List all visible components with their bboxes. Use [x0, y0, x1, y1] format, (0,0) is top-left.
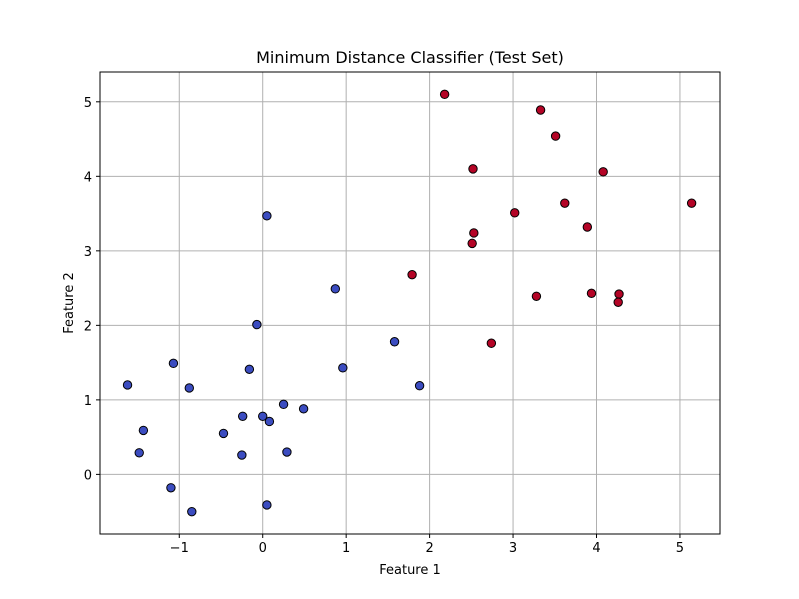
scatter-point-class-0: [282, 447, 292, 457]
y-tick-label: 4: [84, 170, 92, 185]
x-tick-label: 0: [259, 541, 267, 556]
y-tick-label: 0: [84, 468, 92, 483]
scatter-point-class-0: [138, 425, 149, 436]
scatter-point-class-0: [134, 448, 144, 458]
x-tick-label: 4: [592, 541, 600, 556]
scatter-point-class-1: [467, 238, 477, 249]
scatter-point-class-0: [187, 506, 197, 517]
scatter-point-class-0: [252, 319, 262, 330]
scatter-point-class-1: [613, 297, 623, 307]
scatter-point-class-1: [582, 222, 593, 232]
scatter-point-class-0: [166, 483, 176, 493]
scatter-point-class-0: [122, 380, 133, 390]
x-tick-label: 2: [425, 541, 433, 556]
x-tick-label: 1: [342, 541, 350, 556]
scatter-point-class-0: [184, 383, 194, 393]
y-axis-label: Feature 2: [62, 272, 77, 334]
scatter-point-class-1: [535, 105, 546, 115]
scatter-point-class-0: [264, 416, 275, 427]
scatter-point-class-0: [298, 404, 309, 414]
plot-frame: [99, 71, 721, 535]
scatter-point-class-1: [510, 208, 520, 218]
scatter-point-class-0: [262, 500, 272, 510]
scatter-point-class-1: [468, 164, 478, 174]
scatter-point-class-1: [560, 198, 570, 208]
scatter-point-class-1: [469, 228, 479, 238]
y-tick-label: 1: [84, 394, 92, 409]
axis-ticks: −1 0 1 2 3 4 5 0 1 2 3 4 5: [84, 96, 684, 556]
scatter-point-class-1: [439, 89, 450, 100]
scatter-point-class-0: [330, 284, 341, 294]
scatter-point-class-0: [414, 381, 425, 391]
scatter-point-class-0: [237, 411, 248, 421]
scatter-point-class-1: [686, 198, 697, 208]
scatter-point-class-1: [614, 289, 624, 299]
scatter-point-class-0: [338, 363, 348, 373]
x-axis-label: Feature 1: [379, 563, 441, 578]
chart-title: Minimum Distance Classifier (Test Set): [256, 48, 564, 67]
scatter-point-class-0: [389, 337, 400, 347]
scatter-point-class-1: [486, 338, 497, 348]
scatter-point-class-0: [237, 450, 247, 460]
y-tick-label: 2: [84, 319, 92, 334]
scatter-point-class-0: [218, 428, 229, 439]
scatter-point-class-0: [168, 358, 179, 369]
x-tick-label: −1: [170, 541, 189, 556]
scatter-point-class-0: [258, 411, 268, 421]
x-tick-label: 3: [509, 541, 517, 556]
scatter-point-class-0: [244, 364, 255, 375]
y-tick-label: 3: [84, 245, 92, 260]
grid: [100, 72, 720, 534]
scatter-point-class-0: [278, 399, 289, 410]
scatter-point-class-1: [586, 288, 597, 299]
x-tick-label: 5: [676, 541, 684, 556]
scatter-point-class-1: [550, 131, 561, 141]
scatter-point-class-1: [598, 167, 608, 177]
y-tick-label: 5: [84, 96, 92, 111]
scatter-point-class-0: [262, 211, 272, 221]
data-points: [122, 89, 697, 517]
scatter-point-class-1: [407, 269, 417, 280]
scatter-point-class-1: [531, 291, 542, 301]
